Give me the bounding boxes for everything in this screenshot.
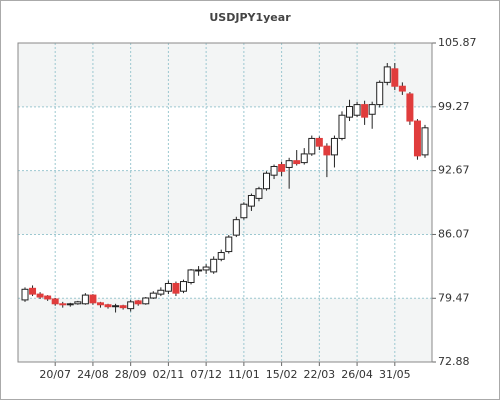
- x-tick-label: 24/08: [77, 368, 109, 381]
- candle-body: [376, 81, 384, 106]
- x-tick-label: 28/09: [115, 368, 147, 381]
- candle-body: [323, 145, 331, 156]
- candle-body: [59, 303, 67, 306]
- candle-body: [195, 269, 203, 272]
- candle-body: [74, 301, 82, 305]
- candle-body: [172, 282, 180, 294]
- x-tick-label: 11/01: [228, 368, 260, 381]
- candle-body: [263, 172, 271, 190]
- candle-body: [406, 93, 414, 122]
- candle-body: [187, 269, 195, 284]
- candle-body: [149, 292, 157, 299]
- x-tick-label: 20/07: [39, 368, 71, 381]
- candle-body: [217, 252, 225, 260]
- candle-body: [179, 281, 187, 292]
- candle-body: [315, 137, 323, 147]
- candle-body: [225, 236, 233, 253]
- candle-body: [338, 114, 346, 139]
- x-tick-label: 22/03: [303, 368, 335, 381]
- candle-body: [142, 297, 150, 305]
- candle-body: [278, 164, 286, 172]
- y-tick-label: 105.87: [438, 36, 477, 49]
- candle-body: [66, 303, 74, 306]
- plot-band: [18, 43, 432, 107]
- candle-body: [134, 300, 142, 305]
- x-tick-label: 15/02: [266, 368, 298, 381]
- plot-border: [17, 42, 433, 363]
- candle-body: [346, 106, 354, 118]
- candle-body: [157, 289, 165, 295]
- candle-body: [81, 294, 89, 305]
- candle-body: [413, 120, 421, 157]
- y-tick-label: 92.67: [438, 164, 470, 177]
- candle-body: [164, 282, 172, 292]
- candle-body: [421, 127, 429, 156]
- candle-body: [391, 68, 399, 87]
- candle-body: [21, 288, 29, 301]
- chart-title: USDJPY1year: [209, 11, 291, 24]
- y-tick-label: 72.88: [438, 355, 470, 368]
- candle-body: [127, 301, 135, 310]
- candle-body: [308, 137, 316, 155]
- candle-body: [293, 160, 301, 165]
- candle-body: [232, 219, 240, 236]
- x-tick-label: 07/12: [190, 368, 222, 381]
- candle-body: [89, 294, 97, 304]
- candle-body: [368, 104, 376, 115]
- candle-body: [330, 137, 338, 156]
- candle-body: [202, 266, 210, 271]
- candle-body: [247, 194, 255, 207]
- candle-body: [96, 302, 104, 306]
- candle-body: [104, 304, 112, 308]
- candle-body: [210, 258, 218, 273]
- y-tick-label: 99.27: [438, 100, 470, 113]
- candle-body: [240, 203, 248, 219]
- candle-body: [51, 298, 59, 305]
- candle-body: [255, 188, 263, 199]
- candle-body: [44, 295, 52, 300]
- x-tick-label: 02/11: [153, 368, 185, 381]
- candle-body: [285, 160, 293, 168]
- candle-body: [112, 305, 120, 308]
- candle-body: [36, 293, 44, 298]
- candle-body: [29, 287, 37, 295]
- candle-body: [398, 85, 406, 92]
- plot-band: [18, 298, 432, 362]
- candle-body: [270, 165, 278, 176]
- y-tick-label: 86.07: [438, 227, 470, 240]
- x-tick-label: 26/04: [341, 368, 373, 381]
- plot-band: [18, 170, 432, 235]
- y-tick-label: 79.47: [438, 291, 470, 304]
- candle-body: [300, 153, 308, 164]
- candle-body: [383, 66, 391, 83]
- candle-body: [353, 104, 361, 116]
- candle-body: [361, 104, 369, 118]
- candle-body: [119, 305, 127, 309]
- x-tick-label: 31/05: [379, 368, 411, 381]
